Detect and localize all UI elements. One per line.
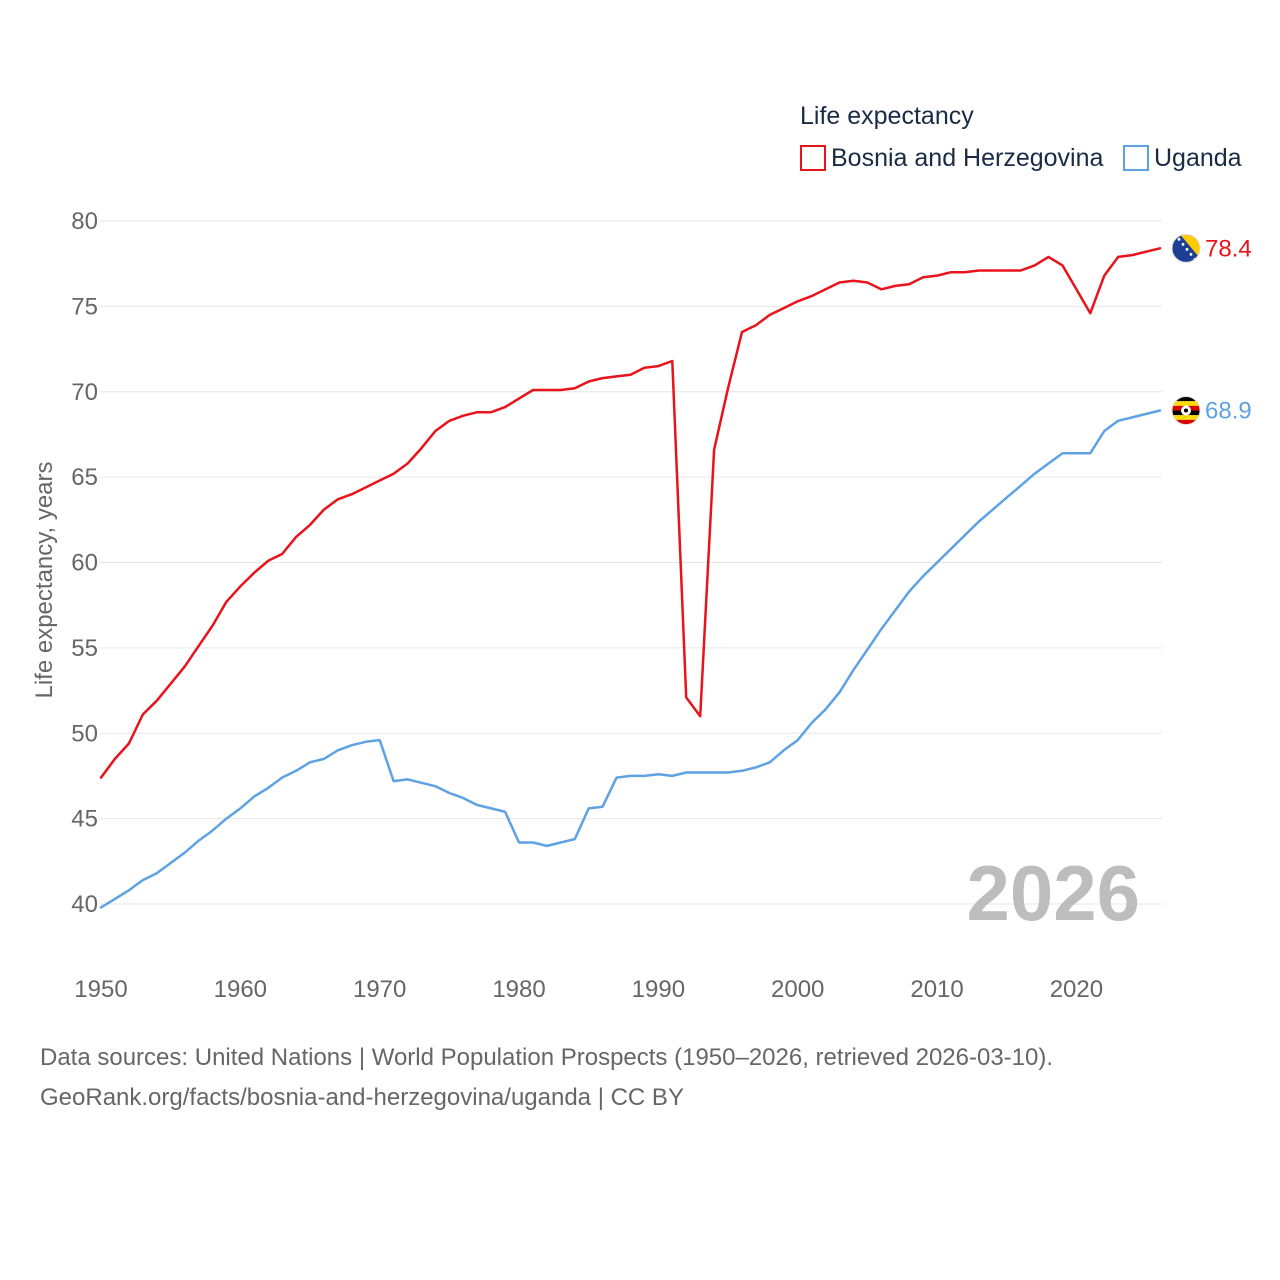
footer-credit-link[interactable]: GeoRank.org/facts/bosnia-and-herzegovina… (40, 1084, 684, 1111)
x-tick-label: 2020 (1050, 976, 1103, 1003)
bosnia-flag-icon (1171, 233, 1201, 263)
y-tick-label: 70 (71, 379, 98, 406)
legend-label-uganda: Uganda (1154, 144, 1242, 172)
x-tick-label: 1980 (492, 976, 545, 1003)
legend-item-uganda[interactable]: Uganda (1123, 144, 1242, 172)
x-tick-label: 1990 (632, 976, 685, 1003)
legend-title: Life expectancy (800, 102, 974, 130)
legend: Life expectancy Bosnia and Herzegovina U… (800, 102, 1242, 172)
series-end-markers (1171, 233, 1201, 426)
gridlines (100, 220, 1162, 905)
footer-data-sources: Data sources: United Nations | World Pop… (40, 1044, 1054, 1071)
y-tick-label: 55 (71, 635, 98, 662)
y-axis-label: Life expectancy, years (31, 461, 58, 698)
series-line-uganda[interactable] (99, 409, 1162, 909)
current-year-watermark: 2026 (966, 849, 1140, 937)
legend-swatch-bosnia (800, 145, 826, 171)
y-tick-label: 65 (71, 464, 98, 491)
x-tick-label: 1960 (214, 976, 267, 1003)
y-tick-label: 40 (71, 891, 98, 918)
y-tick-label: 50 (71, 720, 98, 747)
series-end-labels: 78.4 68.9 (1205, 235, 1252, 424)
end-value-label: 68.9 (1205, 398, 1252, 425)
series-lines (99, 247, 1162, 909)
y-tick-label: 60 (71, 550, 98, 577)
uganda-flag-icon (1171, 396, 1201, 426)
x-tick-label: 1950 (74, 976, 127, 1003)
y-axis-ticks: 40 45 50 55 60 65 70 75 80 (71, 208, 98, 918)
x-tick-label: 1970 (353, 976, 406, 1003)
y-tick-label: 45 (71, 806, 98, 833)
legend-label-bosnia: Bosnia and Herzegovina (831, 144, 1103, 172)
series-line-bosnia[interactable] (99, 247, 1162, 779)
y-tick-label: 75 (71, 293, 98, 320)
end-value-label: 78.4 (1205, 235, 1252, 262)
legend-item-bosnia[interactable]: Bosnia and Herzegovina (800, 144, 1103, 172)
x-axis-ticks: 1950 1960 1970 1980 1990 2000 2010 2020 (74, 976, 1103, 1003)
y-tick-label: 80 (71, 208, 98, 235)
x-tick-label: 2010 (910, 976, 963, 1003)
x-tick-label: 2000 (771, 976, 824, 1003)
legend-swatch-uganda (1123, 145, 1149, 171)
